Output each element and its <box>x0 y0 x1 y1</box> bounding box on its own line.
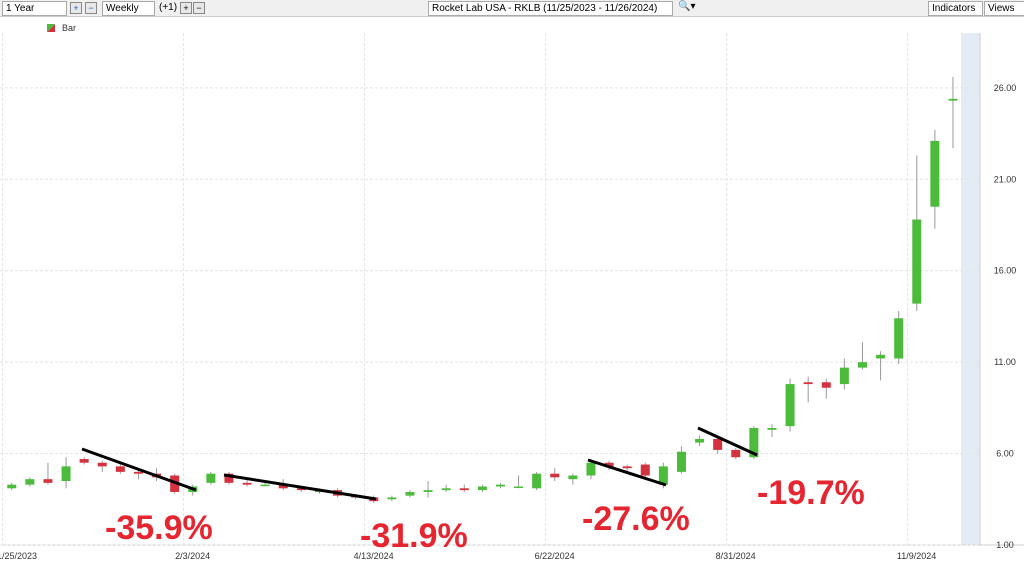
x-tick-label: 11/9/2024 <box>897 551 936 561</box>
y-tick-label: 26.00 <box>994 83 1017 93</box>
x-tick-label: 8/31/2024 <box>716 551 756 561</box>
legend-icon <box>47 24 55 32</box>
candle-body <box>550 473 560 478</box>
interval-select[interactable]: Weekly <box>102 1 155 16</box>
candle-body <box>97 462 107 467</box>
legend-label: Bar <box>62 23 76 33</box>
candle-body <box>876 354 886 359</box>
candle-body <box>930 140 940 207</box>
candle-body <box>695 438 705 443</box>
x-tick-label: 6/22/2024 <box>535 551 575 561</box>
candle-body <box>477 486 487 491</box>
candle-body <box>25 479 35 485</box>
candle-body <box>224 473 234 483</box>
y-tick-label: 16.00 <box>994 266 1017 276</box>
candle-body <box>948 98 958 101</box>
trend-line <box>697 426 758 457</box>
candle-body <box>387 497 397 500</box>
annotation: -31.9% <box>360 517 468 555</box>
candle-body <box>7 484 17 489</box>
candle-body <box>894 318 904 359</box>
candle-body <box>495 484 505 487</box>
candle-body <box>622 466 632 469</box>
trend-line <box>223 473 377 501</box>
y-tick-label: 1.00 <box>996 540 1014 550</box>
candle-body <box>79 459 89 463</box>
candle-body <box>640 464 650 476</box>
indicators-button[interactable]: Indicators <box>928 1 983 16</box>
candle-body <box>532 473 542 489</box>
candle-body <box>586 462 596 476</box>
candle-body <box>749 427 759 458</box>
candle-body <box>133 471 143 474</box>
zoom-in[interactable]: + <box>70 2 82 14</box>
candle-body <box>441 488 451 491</box>
candle-body <box>43 479 53 483</box>
candle-body <box>604 462 614 467</box>
grid <box>0 33 980 546</box>
candle-body <box>459 488 469 491</box>
candle-body <box>242 482 252 485</box>
y-tick-label: 6.00 <box>996 449 1014 459</box>
candle-body <box>115 466 125 472</box>
offset-plus[interactable]: + <box>180 2 192 14</box>
x-tick-label: 4/13/2024 <box>354 551 394 561</box>
candle-body <box>206 473 216 483</box>
y-tick-label: 21.00 <box>994 174 1017 184</box>
candle-body <box>713 438 723 450</box>
symbol-box[interactable]: Rocket Lab USA - RKLB (11/25/2023 - 11/2… <box>428 1 673 16</box>
candle-body <box>676 451 686 472</box>
trend-lines <box>81 426 758 501</box>
zoom-out[interactable]: − <box>85 2 97 14</box>
toolbar: 1 Year + − Weekly (+1) + − Rocket Lab US… <box>0 0 1024 17</box>
candle-body <box>296 488 306 491</box>
search[interactable]: 🔍▾ <box>678 1 696 12</box>
candle-body <box>568 475 578 480</box>
candle-body <box>857 362 867 368</box>
candle-body <box>61 466 71 481</box>
x-tick-label: 11/25/2023 <box>0 551 37 561</box>
candle-body <box>912 219 922 304</box>
candle-body <box>839 367 849 385</box>
candle-body <box>405 491 415 496</box>
trend-line <box>81 447 197 492</box>
candle-body <box>260 484 270 487</box>
annotation: -27.6% <box>582 500 690 538</box>
x-tick-label: 2/3/2024 <box>175 551 210 561</box>
candle-body <box>278 484 288 489</box>
candle-body <box>658 466 668 485</box>
candle-body <box>767 427 777 430</box>
y-tick-label: 11.00 <box>994 357 1016 367</box>
candles <box>7 76 958 503</box>
views-button[interactable]: Views <box>984 1 1024 16</box>
candle-body <box>785 384 795 427</box>
current-period-shade <box>961 33 980 545</box>
offset-minus[interactable]: − <box>193 2 205 14</box>
candle-body <box>821 382 831 388</box>
chart: Bar -35.9% -31.9% -27.6% -19.7% 1.00 6.00… <box>0 23 1024 561</box>
candle-body <box>803 382 813 385</box>
candle-body <box>514 486 524 488</box>
annotation: -35.9% <box>105 509 213 547</box>
trend-line <box>587 458 667 487</box>
period-select[interactable]: 1 Year <box>2 1 67 16</box>
offset: (+1) <box>159 2 178 13</box>
candle-body <box>731 449 741 458</box>
annotation: -19.7% <box>757 474 865 512</box>
candle-body <box>423 490 433 492</box>
